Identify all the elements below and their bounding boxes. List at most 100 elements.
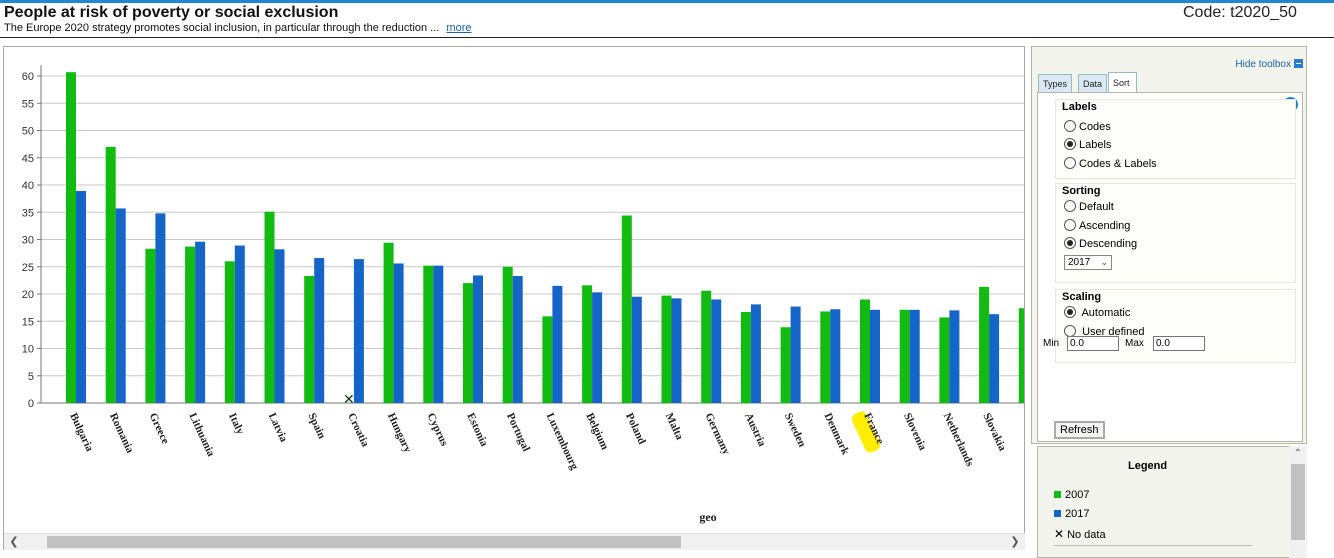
- bar-2017-lithuania: [195, 241, 206, 403]
- top-accent-line: [0, 0, 1334, 3]
- radio-label: Default: [1079, 201, 1114, 213]
- bar-2007-sweden: [780, 327, 791, 403]
- x-tick-label: Spain: [305, 411, 327, 440]
- bar-2007-luxembourg: [542, 316, 553, 403]
- sorting-group: Sorting Default Ascending Descending 201…: [1055, 183, 1296, 283]
- hide-toolbox-button[interactable]: Hide toolbox: [1235, 59, 1303, 70]
- x-tick-label: Lithuania: [186, 411, 217, 459]
- x-tick-label: Greece: [147, 411, 172, 446]
- legend-title: Legend: [1128, 460, 1168, 472]
- radio-label: Codes: [1079, 121, 1111, 133]
- scroll-right-icon[interactable]: ❯: [1010, 536, 1020, 548]
- min-label: Min: [1043, 338, 1060, 349]
- scroll-up-icon[interactable]: ⌃: [1293, 448, 1303, 459]
- bar-2017-portugal: [512, 276, 523, 403]
- x-tick-label: Latvia: [266, 411, 290, 444]
- bar-2017-bulgaria: [76, 190, 86, 403]
- refresh-button[interactable]: Refresh: [1054, 421, 1105, 439]
- legend-panel: Legend 2007 2017 ✕ No data: [1037, 446, 1307, 558]
- x-tick-label: Poland: [623, 411, 648, 446]
- radio-codes-and-labels[interactable]: Codes & Labels: [1064, 157, 1157, 170]
- radio-automatic[interactable]: Automatic: [1064, 306, 1130, 319]
- radio-selected-icon: [1064, 138, 1076, 150]
- scaling-group: Scaling Automatic User defined Min Max: [1043, 289, 1296, 363]
- min-control: Min: [1043, 336, 1119, 351]
- legend-divider: [1054, 545, 1252, 546]
- bar-2007-france: [860, 299, 870, 403]
- bar-2007-romania: [105, 146, 116, 403]
- max-field[interactable]: [1153, 336, 1205, 351]
- legend-item-no-data: ✕ No data: [1054, 527, 1106, 541]
- bar-2017-croatia: [353, 259, 364, 403]
- legend-vertical-scrollbar[interactable]: ⌃: [1289, 446, 1307, 558]
- bar-2017-luxembourg: [552, 285, 563, 403]
- bar-chart: 0 5 10 15 20 25 30 35 40 45 50 55 60 Bulgaria Romania G…: [22, 65, 1024, 524]
- bar-2007-bulgaria: [66, 72, 76, 403]
- radio-label: Labels: [1079, 139, 1112, 151]
- radio-label: Ascending: [1079, 220, 1131, 232]
- radio-circle-icon: [1064, 219, 1076, 231]
- sorting-group-title: Sorting: [1062, 185, 1101, 197]
- scroll-left-icon[interactable]: ❮: [9, 536, 19, 548]
- highlight-mark: [851, 411, 881, 453]
- labels-group: Labels Codes Labels Codes & Labels: [1055, 99, 1296, 179]
- legend-scrollbar-thumb[interactable]: [1291, 464, 1305, 540]
- x-tick-label: Italy: [226, 411, 246, 436]
- y-tick-label: 45: [22, 153, 34, 165]
- bar-2017-germany: [711, 299, 722, 403]
- x-tick-label: Romania: [107, 411, 136, 455]
- bar-2017-spain: [314, 258, 325, 403]
- radio-user-defined[interactable]: User defined: [1064, 325, 1144, 338]
- more-link[interactable]: more: [446, 22, 472, 34]
- horizontal-scrollbar[interactable]: ❮ ❯: [4, 533, 1025, 550]
- radio-labels[interactable]: Labels: [1064, 138, 1111, 151]
- radio-ascending[interactable]: Ascending: [1064, 219, 1130, 232]
- x-tick-label: Slovenia: [901, 411, 929, 453]
- radio-label: Descending: [1079, 238, 1138, 250]
- legend-label: 2007: [1065, 489, 1090, 501]
- x-axis-title: geo: [699, 510, 716, 524]
- labels-group-title: Labels: [1062, 101, 1097, 113]
- y-tick-label: 25: [22, 262, 34, 274]
- min-field[interactable]: [1067, 336, 1119, 351]
- bar-2007-cyprus: [423, 265, 434, 403]
- x-tick-label: Germany: [702, 411, 732, 457]
- radio-codes[interactable]: Codes: [1064, 120, 1111, 133]
- max-control: Max: [1125, 336, 1205, 351]
- bar-2007-greece: [145, 248, 156, 403]
- bar-2007-netherlands: [939, 317, 950, 403]
- radio-descending[interactable]: Descending: [1064, 237, 1137, 250]
- bar-2017-sweden: [790, 306, 801, 403]
- bar-2017-hungary: [393, 263, 404, 403]
- radio-circle-icon: [1064, 200, 1076, 212]
- page-subtitle: The Europe 2020 strategy promotes social…: [4, 22, 471, 34]
- y-tick-label: 20: [22, 289, 34, 301]
- legend-label: No data: [1067, 529, 1106, 541]
- x-tick-label: Slovakia: [980, 411, 1008, 453]
- y-tick-label: 35: [22, 207, 34, 219]
- bar-2017-greece: [155, 213, 166, 403]
- tab-sort-and-label[interactable]: Sort and label: [1108, 72, 1138, 128]
- tab-types[interactable]: Types: [1038, 74, 1073, 93]
- no-data-marker: ✕: [343, 392, 355, 408]
- tab-data[interactable]: Data: [1078, 74, 1108, 93]
- bar-2007-latvia: [264, 211, 275, 403]
- bar-2007-hungary: [383, 242, 394, 403]
- bar-2017-malta: [671, 298, 682, 403]
- radio-default[interactable]: Default: [1064, 200, 1114, 213]
- bar-2007-austria: [740, 311, 751, 403]
- x-tick-label: Malta: [663, 411, 686, 442]
- page-title: People at risk of poverty or social excl…: [4, 4, 339, 21]
- radio-label: Automatic: [1081, 307, 1131, 319]
- toolbox-panel: Hide toolbox Types Data Sort and label ?…: [1031, 46, 1307, 444]
- legend-label: 2017: [1065, 508, 1090, 520]
- sort-year-select[interactable]: 2017 ⌄: [1064, 255, 1112, 270]
- radio-circle-icon: [1064, 120, 1076, 132]
- radio-selected-icon: [1064, 306, 1076, 318]
- bar-2007-italy: [224, 261, 235, 403]
- y-tick-label: 0: [28, 398, 34, 410]
- scrollbar-thumb[interactable]: [47, 536, 681, 548]
- bar-2017-slovenia: [909, 309, 920, 403]
- radio-circle-icon: [1064, 157, 1076, 169]
- bar-2007-malta: [661, 295, 672, 403]
